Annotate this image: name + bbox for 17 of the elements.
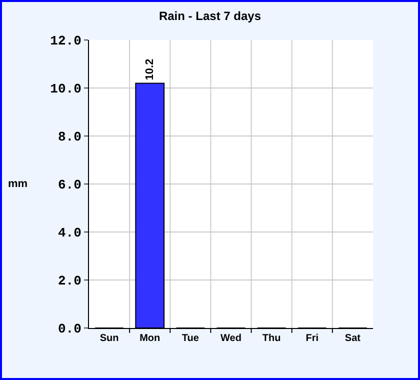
x-tick-label: Sun bbox=[100, 333, 119, 344]
y-tick-label: 2.0 bbox=[58, 274, 82, 289]
x-tick-label: Fri bbox=[306, 333, 319, 344]
x-tick-label: Tue bbox=[182, 333, 200, 344]
x-tick-label: Mon bbox=[140, 333, 160, 344]
data-label: 10.2 bbox=[144, 58, 156, 80]
chart-title: Rain - Last 7 days bbox=[158, 8, 262, 23]
y-tick-label: 6.0 bbox=[58, 178, 82, 193]
x-tick-label: Sat bbox=[344, 333, 362, 344]
y-tick-label: 4.0 bbox=[58, 226, 82, 241]
y-tick-label: 10.0 bbox=[50, 82, 82, 97]
x-tick-label: Thu bbox=[262, 333, 281, 344]
y-axis-title: mm bbox=[8, 178, 28, 190]
y-tick-label: 12.0 bbox=[50, 34, 82, 49]
x-tick-label: Wed bbox=[220, 333, 242, 344]
y-tick-label: 0.0 bbox=[58, 322, 82, 337]
y-tick-label: 8.0 bbox=[58, 130, 82, 145]
